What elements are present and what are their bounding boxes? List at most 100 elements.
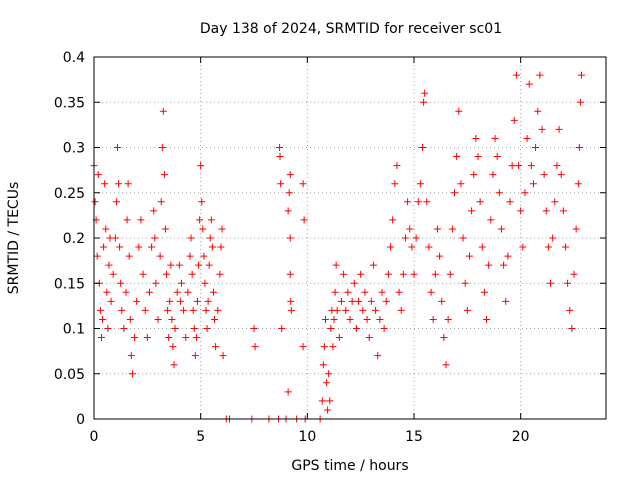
data-point (133, 297, 141, 305)
data-point (352, 325, 360, 332)
data-point (401, 234, 409, 242)
data-point (141, 306, 149, 314)
data-point (519, 243, 527, 251)
data-point (576, 98, 584, 106)
data-point (207, 216, 215, 224)
data-point (323, 379, 331, 387)
data-point (206, 234, 214, 242)
data-point (508, 162, 516, 170)
data-point (559, 207, 567, 215)
data-point (96, 306, 104, 314)
data-point (103, 288, 111, 296)
data-point (204, 297, 212, 305)
data-point (493, 153, 501, 161)
data-point (250, 325, 258, 332)
data-point (382, 297, 390, 305)
data-point (127, 352, 135, 360)
data-point (331, 288, 339, 296)
data-point (182, 334, 190, 342)
data-point (186, 252, 194, 260)
data-point (335, 334, 343, 342)
data-point (208, 243, 216, 251)
data-point (500, 261, 508, 269)
data-point (357, 270, 365, 278)
data-point (577, 71, 585, 79)
data-point (474, 153, 482, 161)
data-point (318, 397, 326, 405)
data-point (192, 334, 200, 342)
data-point (421, 89, 429, 97)
data-point (218, 225, 226, 233)
data-point (166, 297, 174, 305)
data-point (367, 297, 375, 305)
data-point (483, 315, 491, 323)
data-point (425, 243, 433, 251)
data-point (171, 325, 179, 332)
data-point (397, 306, 405, 314)
data-point (219, 352, 227, 360)
data-point (420, 98, 428, 106)
data-point (465, 252, 473, 260)
data-point (216, 270, 224, 278)
data-point (100, 243, 108, 251)
data-point (442, 361, 450, 369)
data-point (154, 315, 162, 323)
data-point (150, 207, 158, 215)
data-point (555, 125, 563, 133)
data-point (332, 261, 340, 269)
data-point (285, 189, 293, 197)
data-point (93, 252, 101, 260)
data-point (284, 207, 292, 215)
data-point (276, 153, 284, 161)
data-point (287, 297, 295, 305)
data-point (287, 306, 295, 314)
data-point (525, 80, 533, 88)
y-axis-label: SRMTID / TECUs (6, 182, 22, 295)
data-point (101, 180, 109, 188)
data-point (102, 225, 110, 233)
data-point (105, 261, 113, 269)
data-point (566, 306, 574, 314)
data-point (506, 198, 514, 206)
data-point (532, 144, 540, 151)
data-point (124, 180, 132, 188)
data-point (99, 315, 107, 323)
data-point (324, 406, 332, 414)
data-point (387, 243, 395, 251)
data-point (342, 306, 350, 314)
data-point (118, 306, 126, 314)
data-point (431, 270, 439, 278)
data-point (148, 243, 156, 251)
data-point (169, 343, 177, 351)
data-point (404, 198, 412, 206)
data-point (365, 334, 373, 342)
data-point (205, 261, 213, 269)
y-tick-label: 0.25 (54, 186, 85, 202)
data-point (495, 189, 503, 197)
data-point (472, 134, 480, 142)
data-point (209, 288, 217, 296)
data-point (527, 162, 535, 170)
data-point (187, 234, 195, 242)
data-point (111, 234, 119, 242)
data-point (489, 171, 497, 179)
data-point (572, 225, 580, 233)
data-point (161, 225, 169, 233)
data-point (436, 252, 444, 260)
data-point (540, 171, 548, 179)
data-point (372, 306, 380, 314)
data-point (570, 270, 578, 278)
data-point (378, 288, 386, 296)
data-point (395, 288, 403, 296)
data-point (198, 198, 206, 206)
data-point (117, 279, 125, 287)
data-point (104, 325, 112, 332)
data-point (568, 325, 576, 332)
data-point (438, 297, 446, 305)
data-point (485, 261, 493, 269)
data-point (125, 252, 133, 260)
data-point (184, 288, 192, 296)
data-point (408, 243, 416, 251)
data-point (361, 288, 369, 296)
